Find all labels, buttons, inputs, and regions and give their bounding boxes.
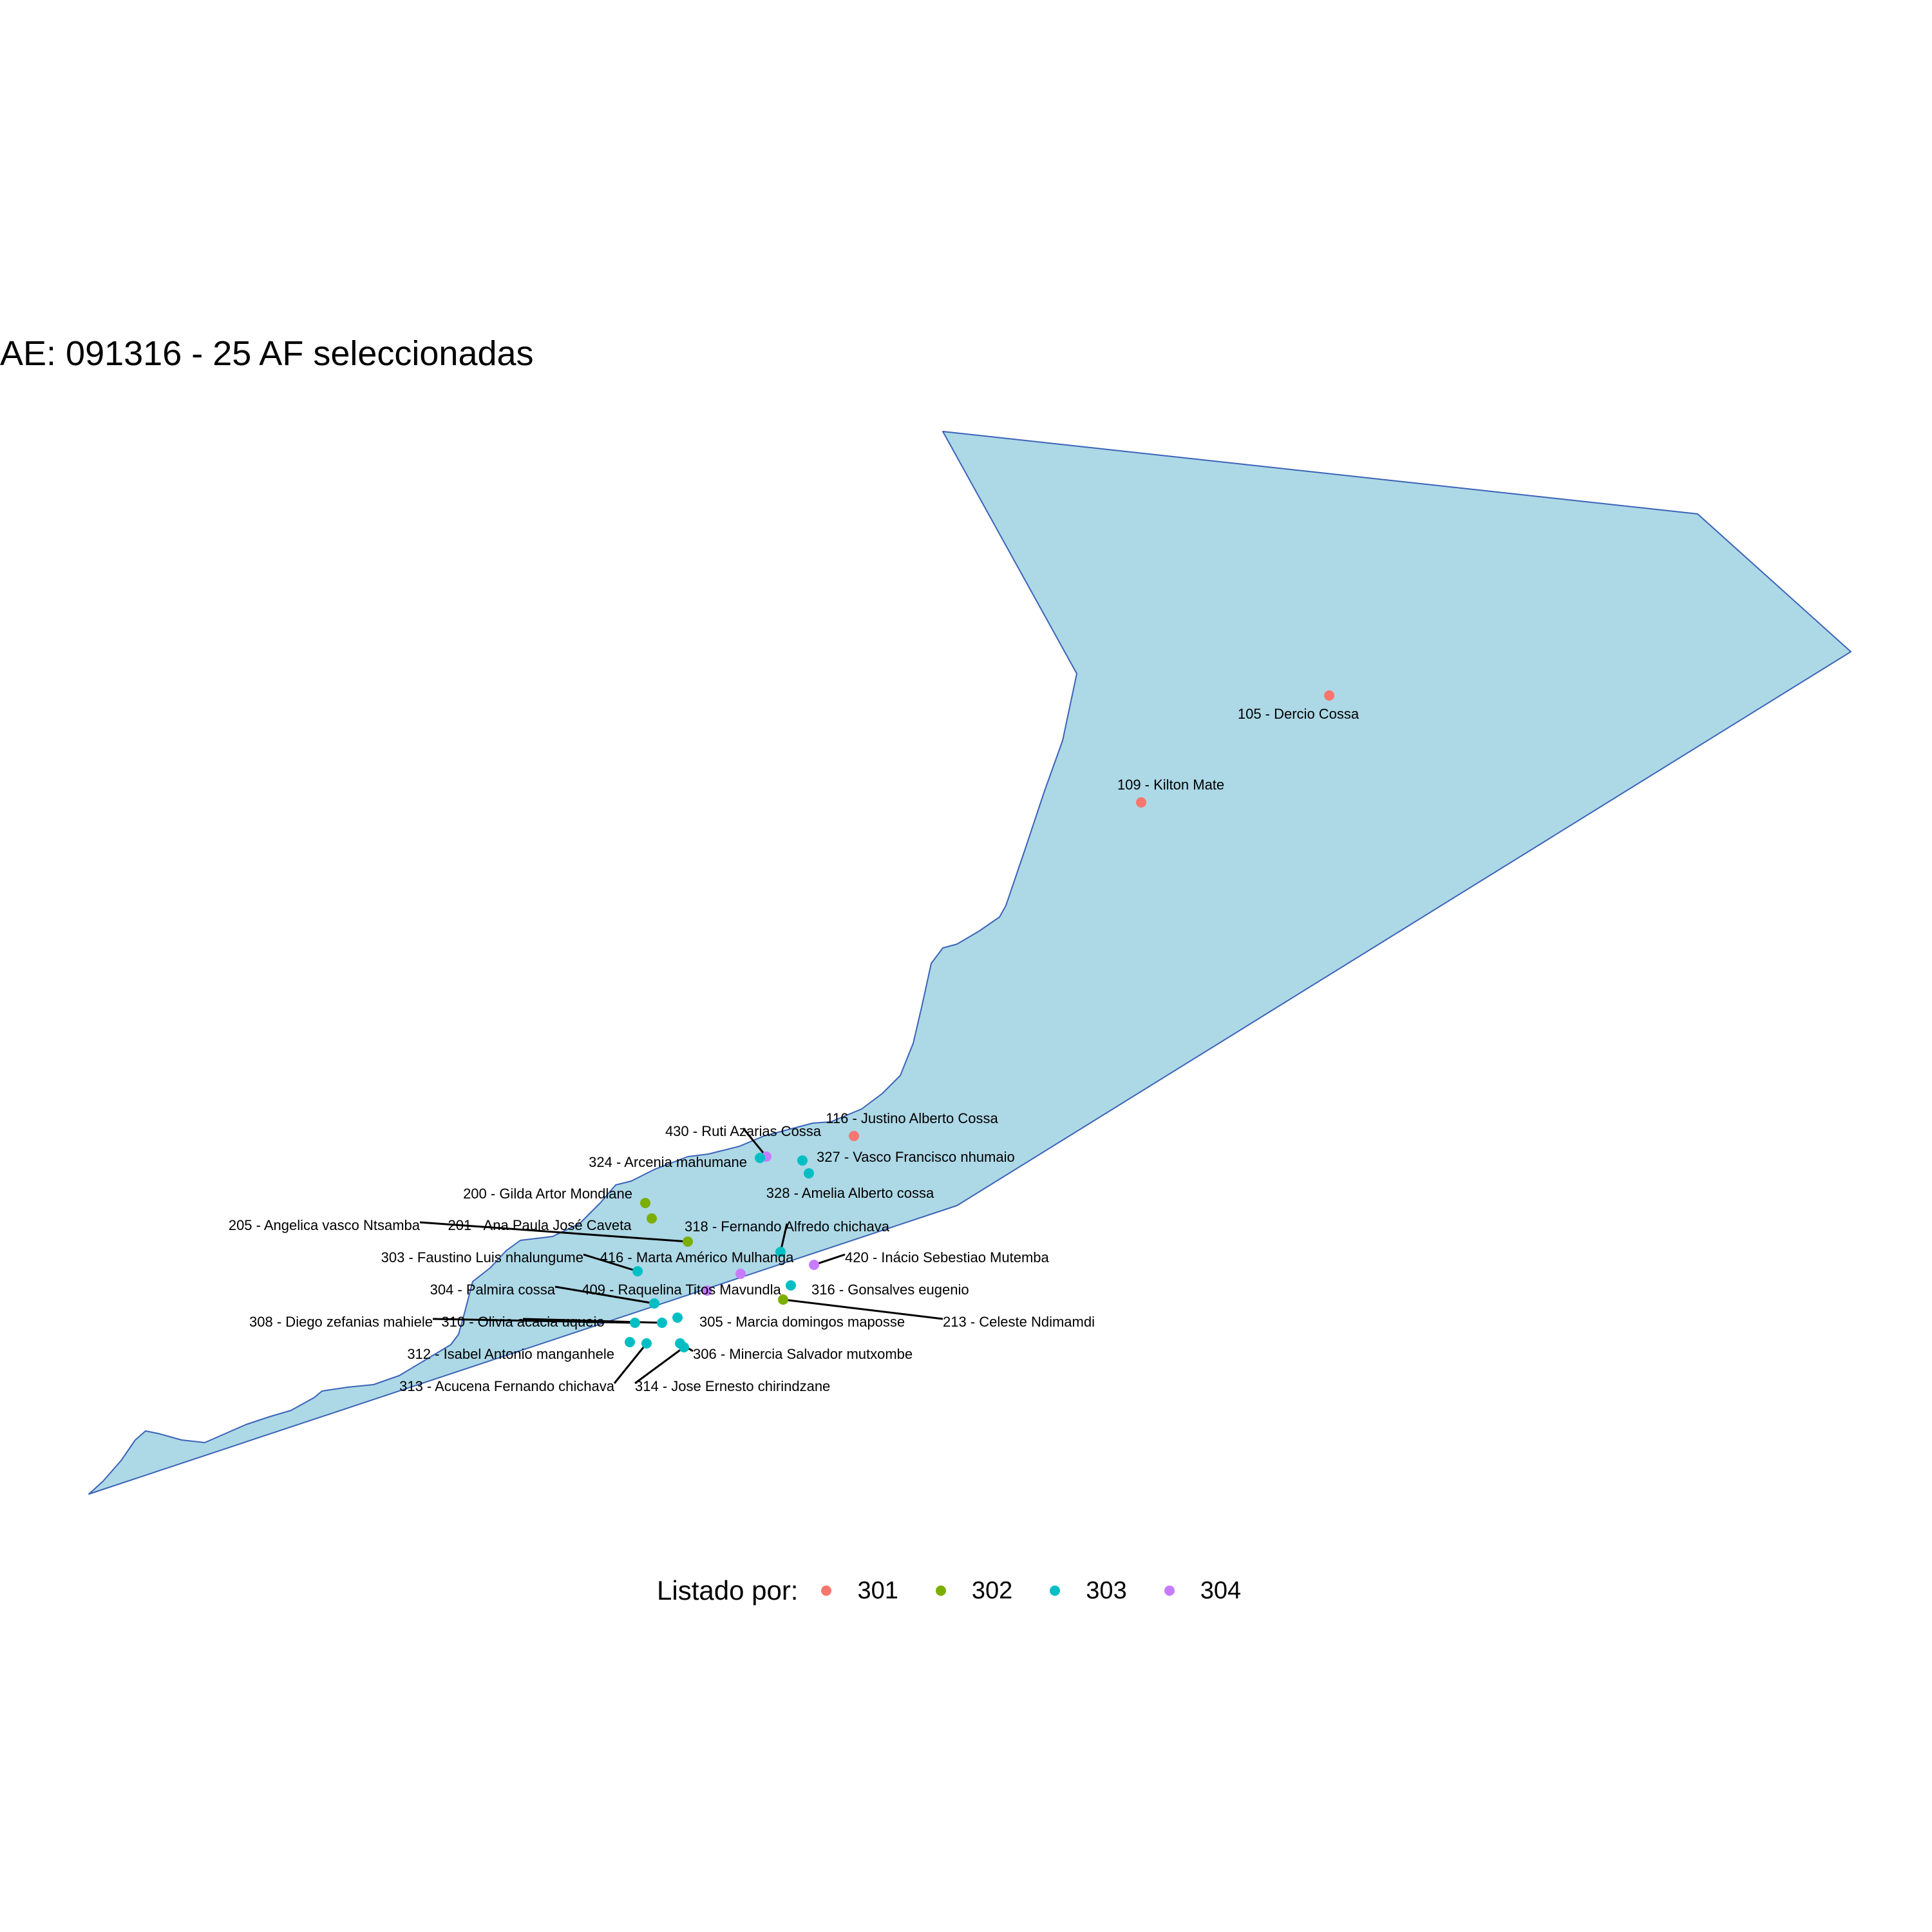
legend-label-302: 302 xyxy=(971,1577,1013,1604)
household-point-314[interactable] xyxy=(679,1342,689,1352)
household-label-200: 200 - Gilda Artor Mondlane xyxy=(463,1186,632,1202)
household-point-328[interactable] xyxy=(804,1168,814,1179)
household-points-layer xyxy=(625,690,1334,1352)
household-point-409[interactable] xyxy=(702,1285,712,1296)
leader-line-303 xyxy=(583,1253,638,1273)
household-label-213: 213 - Celeste Ndimamdi xyxy=(943,1314,1095,1330)
household-label-430: 430 - Ruti Azarias Cossa xyxy=(665,1123,822,1139)
enumeration-area-polygon xyxy=(88,431,1852,1495)
household-labels-layer: 105 - Dercio Cossa 109 - Kilton Mate 116 -… xyxy=(229,706,1359,1394)
leader-line-314 xyxy=(634,1346,685,1385)
household-point-310[interactable] xyxy=(657,1318,667,1328)
household-label-303: 303 - Faustino Luis nhalungume xyxy=(381,1249,583,1265)
legend-swatch-303 xyxy=(1050,1586,1061,1596)
household-point-316[interactable] xyxy=(786,1280,796,1291)
leader-line-420 xyxy=(813,1253,846,1266)
legend-item-301: 301 xyxy=(821,1577,898,1605)
household-label-109: 109 - Kilton Mate xyxy=(1117,777,1224,793)
household-point-200[interactable] xyxy=(640,1198,650,1208)
household-point-416[interactable] xyxy=(735,1269,746,1279)
legend: Listado por: 301 302 303 304 xyxy=(657,1571,1278,1610)
household-point-105[interactable] xyxy=(1324,690,1334,701)
household-point-201[interactable] xyxy=(647,1213,657,1224)
household-point-324[interactable] xyxy=(755,1153,765,1163)
household-label-318: 318 - Fernando Alfredo chichava xyxy=(685,1218,890,1235)
household-label-324: 324 - Arcenia mahumane xyxy=(589,1154,747,1170)
household-point-303[interactable] xyxy=(632,1266,643,1276)
legend-title: Listado por: xyxy=(657,1575,799,1605)
legend-item-304: 304 xyxy=(1164,1577,1241,1605)
legend-item-303: 303 xyxy=(1050,1577,1127,1605)
household-point-308[interactable] xyxy=(630,1318,640,1328)
household-point-213[interactable] xyxy=(778,1294,788,1305)
household-label-313: 313 - Acucena Fernando chichava xyxy=(399,1378,615,1394)
legend-swatch-304 xyxy=(1164,1586,1175,1596)
map-title: AE: 091316 - 25 AF seleccionadas xyxy=(0,334,534,373)
household-label-201: 201 - Ana Paula José Caveta xyxy=(448,1217,632,1233)
household-label-416: 416 - Marta Américo Mulhanga xyxy=(600,1249,795,1265)
leader-line-313 xyxy=(613,1343,648,1384)
household-point-305[interactable] xyxy=(672,1312,683,1323)
household-point-109[interactable] xyxy=(1136,797,1146,808)
household-label-306: 306 - Minercia Salvador mutxombe xyxy=(693,1346,913,1362)
leader-line-308 xyxy=(432,1318,636,1324)
legend-label-304: 304 xyxy=(1200,1577,1242,1604)
household-label-316: 316 - Gonsalves eugenio xyxy=(811,1282,969,1298)
legend-item-302: 302 xyxy=(935,1577,1013,1605)
household-label-105: 105 - Dercio Cossa xyxy=(1238,706,1359,722)
legend-label-301: 301 xyxy=(857,1577,898,1604)
leader-line-304 xyxy=(554,1285,655,1305)
leader-line-430 xyxy=(742,1128,768,1157)
household-label-312: 312 - Isabel Antonio manganhele xyxy=(407,1346,614,1362)
household-point-304[interactable] xyxy=(649,1298,659,1309)
household-point-313[interactable] xyxy=(641,1338,652,1349)
legend-swatch-301 xyxy=(821,1586,832,1596)
household-label-328: 328 - Amelia Alberto cossa xyxy=(766,1185,934,1201)
household-point-318[interactable] xyxy=(775,1247,786,1257)
household-point-327[interactable] xyxy=(797,1155,808,1166)
household-point-116[interactable] xyxy=(849,1131,859,1141)
legend-swatch-302 xyxy=(935,1586,946,1596)
household-point-420[interactable] xyxy=(809,1260,819,1270)
household-label-310: 310 - Olivia acacia uqueio xyxy=(441,1314,604,1330)
household-point-312[interactable] xyxy=(625,1337,635,1347)
household-label-305: 305 - Marcia domingos maposse xyxy=(699,1314,905,1330)
leader-line-205 xyxy=(419,1221,688,1243)
household-label-409: 409 - Raquelina Titos Mavundla xyxy=(582,1282,781,1298)
household-label-205: 205 - Angelica vasco Ntsamba xyxy=(229,1217,421,1233)
household-label-327: 327 - Vasco Francisco nhumaio xyxy=(817,1149,1015,1165)
household-label-314: 314 - Jose Ernesto chirindzane xyxy=(635,1378,830,1394)
household-label-420: 420 - Inácio Sebestiao Mutemba xyxy=(845,1249,1050,1265)
household-label-304: 304 - Palmira cossa xyxy=(430,1282,556,1298)
household-label-116: 116 - Justino Alberto Cossa xyxy=(826,1110,998,1126)
household-label-308: 308 - Diego zefanias mahiele xyxy=(249,1314,433,1330)
leader-line-213 xyxy=(782,1298,943,1320)
legend-label-303: 303 xyxy=(1086,1577,1127,1604)
household-point-205[interactable] xyxy=(683,1236,693,1247)
